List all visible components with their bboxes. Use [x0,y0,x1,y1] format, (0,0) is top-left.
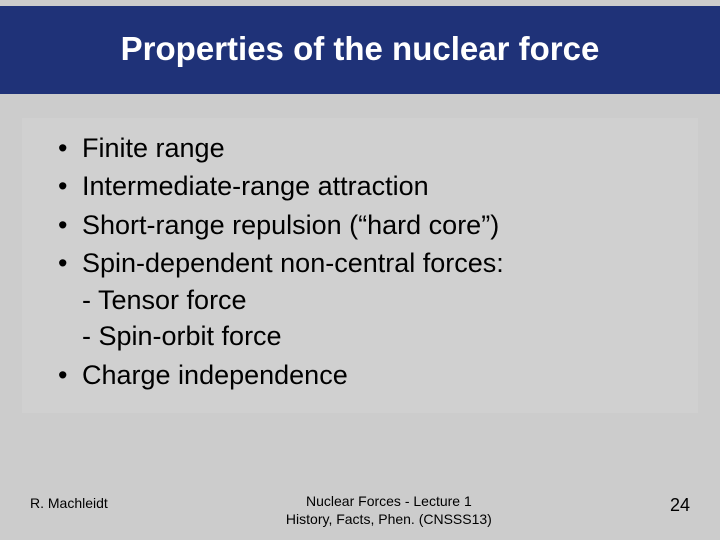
slide-footer: R. Machleidt Nuclear Forces - Lecture 1 … [0,493,720,528]
footer-page-number: 24 [670,493,690,516]
footer-line1: Nuclear Forces - Lecture 1 [108,493,670,511]
slide-title: Properties of the nuclear force [121,30,600,67]
list-item-text: Charge independence [82,360,348,390]
list-item-text: Spin-dependent non-central forces: [82,248,504,278]
slide-title-bar: Properties of the nuclear force [0,6,720,94]
sub-list: - Tensor force - Spin-orbit force [82,282,688,355]
slide: Properties of the nuclear force Finite r… [0,6,720,540]
footer-center: Nuclear Forces - Lecture 1 History, Fact… [108,493,670,528]
list-item-text: Short-range repulsion (“hard core”) [82,210,499,240]
list-item-text: Finite range [82,133,225,163]
sub-list-item: - Tensor force [82,282,688,318]
list-item-text: Intermediate-range attraction [82,171,429,201]
list-item: Short-range repulsion (“hard core”) [58,207,688,243]
sub-list-item: - Spin-orbit force [82,318,688,354]
list-item: Spin-dependent non-central forces: - Ten… [58,245,688,354]
list-item: Finite range [58,130,688,166]
content-area: Finite range Intermediate-range attracti… [22,118,698,413]
list-item: Intermediate-range attraction [58,168,688,204]
bullet-list: Finite range Intermediate-range attracti… [32,130,688,393]
footer-author: R. Machleidt [30,493,108,511]
footer-line2: History, Facts, Phen. (CNSSS13) [108,511,670,529]
list-item: Charge independence [58,357,688,393]
